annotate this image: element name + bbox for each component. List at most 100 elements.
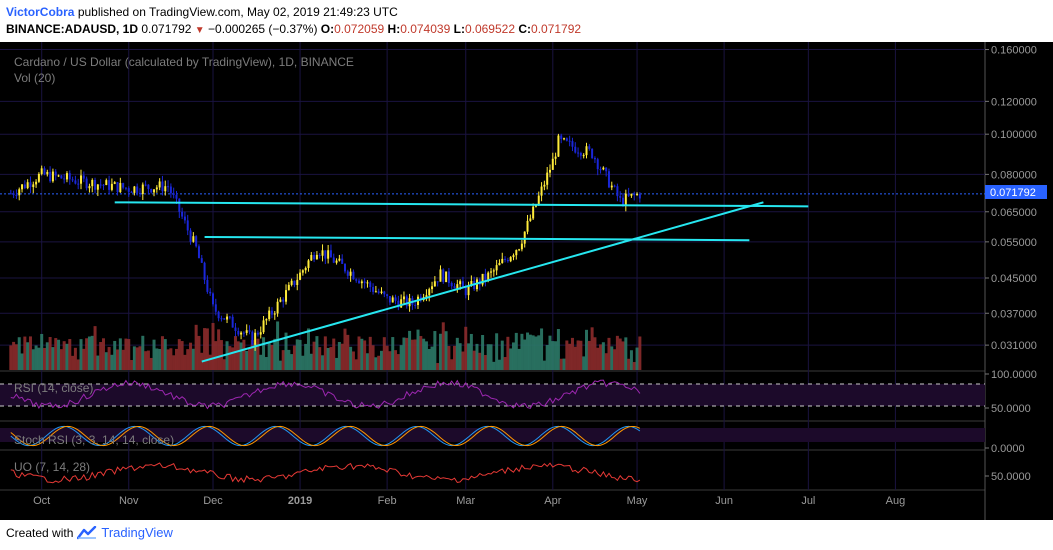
- volume-bar: [638, 336, 642, 370]
- candle-body: [21, 184, 24, 190]
- candle-body: [268, 310, 271, 320]
- rsi-band: [0, 384, 985, 406]
- volume-bar: [158, 348, 162, 370]
- candle-body: [585, 146, 588, 156]
- candle-body: [560, 135, 563, 139]
- volume-bar: [405, 337, 409, 370]
- volume-bar: [335, 357, 339, 370]
- volume-bar: [124, 338, 128, 370]
- candle-body: [161, 181, 164, 192]
- candle-body: [9, 193, 12, 195]
- chart-svg[interactable]: Oct Nov Dec 2019 Feb Mar Apr May Jun Jul Aug 0.160…: [0, 42, 1053, 520]
- candle-body: [459, 281, 462, 285]
- volume-bar: [51, 347, 55, 370]
- candle-body: [512, 255, 515, 258]
- candle-body: [607, 171, 610, 188]
- candle-body: [386, 294, 389, 297]
- candle-body: [523, 231, 526, 244]
- volume-bar: [492, 361, 496, 370]
- volume-bar: [579, 340, 583, 370]
- candle-body: [405, 296, 408, 307]
- candle-body: [290, 280, 293, 285]
- uo-line: [10, 462, 641, 484]
- candle-body: [234, 327, 237, 332]
- author-name[interactable]: VictorCobra: [6, 5, 75, 19]
- candle-body: [63, 178, 66, 180]
- indicator-panes: [0, 379, 985, 484]
- candle-body: [540, 186, 543, 196]
- price-axis: 0.160000 0.120000 0.100000 0.080000 0.065000…: [985, 45, 1037, 483]
- volume-bar: [225, 341, 229, 370]
- volume-bar: [189, 342, 193, 370]
- candle-body: [369, 282, 372, 288]
- volume-bar: [104, 352, 108, 370]
- candle-body: [456, 284, 459, 289]
- volume-bar: [523, 339, 527, 370]
- candle-body: [273, 313, 276, 315]
- candle-body: [352, 271, 355, 280]
- volume-bar: [20, 353, 24, 370]
- volume-bar: [132, 346, 136, 370]
- volume-bar: [354, 359, 358, 370]
- candle-body: [537, 195, 540, 205]
- volume-bar: [408, 330, 412, 370]
- volume-bar: [93, 326, 97, 370]
- candle-body: [209, 291, 212, 294]
- grid: Oct Nov Dec 2019 Feb Mar Apr May Jun Jul Aug: [0, 42, 986, 520]
- stoch-band: [0, 428, 985, 442]
- candle-body: [133, 186, 136, 193]
- volume-bar: [43, 347, 47, 370]
- volume-bar: [281, 350, 285, 370]
- volume-bar: [214, 341, 218, 370]
- volume-bar: [54, 338, 58, 370]
- volume-bar: [253, 343, 257, 370]
- volume-bar: [82, 348, 86, 370]
- time-tick-label: Feb: [378, 495, 397, 507]
- volume-bar: [489, 344, 493, 370]
- candle-body: [461, 281, 464, 287]
- time-tick-label: Jul: [801, 495, 815, 507]
- volume-bar: [90, 335, 94, 370]
- candle-body: [12, 193, 15, 195]
- volume-bar: [34, 345, 38, 370]
- volume-bar: [601, 342, 605, 370]
- volume-bar: [40, 333, 44, 370]
- volume-bar: [559, 358, 563, 370]
- candle-body: [374, 291, 377, 293]
- price-tick-label: 0.120000: [991, 96, 1037, 108]
- symbol-label: BINANCE:ADAUSD, 1D: [6, 22, 139, 36]
- candle-body: [425, 295, 428, 298]
- volume-bar: [146, 350, 150, 370]
- uo-tick-label: 50.0000: [991, 471, 1031, 483]
- candle-body: [138, 192, 141, 195]
- candle-body: [397, 300, 400, 308]
- candle-body: [554, 156, 557, 159]
- candle-body: [237, 331, 240, 335]
- volume-bar: [180, 341, 184, 370]
- volume-bar: [228, 346, 232, 370]
- created-with-text: Created with: [6, 525, 74, 540]
- volume-bar: [231, 347, 235, 370]
- volume-bar: [537, 335, 541, 370]
- volume-bar: [551, 341, 555, 370]
- candle-body: [341, 258, 344, 264]
- chart-area[interactable]: Oct Nov Dec 2019 Feb Mar Apr May Jun Jul Aug 0.160…: [0, 42, 1053, 520]
- tradingview-brand[interactable]: TradingView: [101, 525, 173, 540]
- candle-body: [279, 299, 282, 302]
- volume-bar: [469, 333, 473, 370]
- candle-body: [153, 189, 156, 193]
- volume-bar: [101, 338, 105, 370]
- candle-body: [563, 138, 566, 140]
- volume-bar: [593, 337, 597, 370]
- candle-body: [439, 269, 442, 282]
- candle-body: [509, 257, 512, 262]
- footer: Created with TradingView: [6, 525, 173, 540]
- candle-body: [248, 330, 251, 332]
- volume-bar: [191, 348, 195, 370]
- candle-body: [242, 332, 245, 334]
- volume-bar: [349, 346, 353, 370]
- candle-body: [192, 236, 195, 242]
- volume-bar: [160, 336, 164, 370]
- volume-bar: [127, 339, 131, 370]
- candle-body: [605, 167, 608, 172]
